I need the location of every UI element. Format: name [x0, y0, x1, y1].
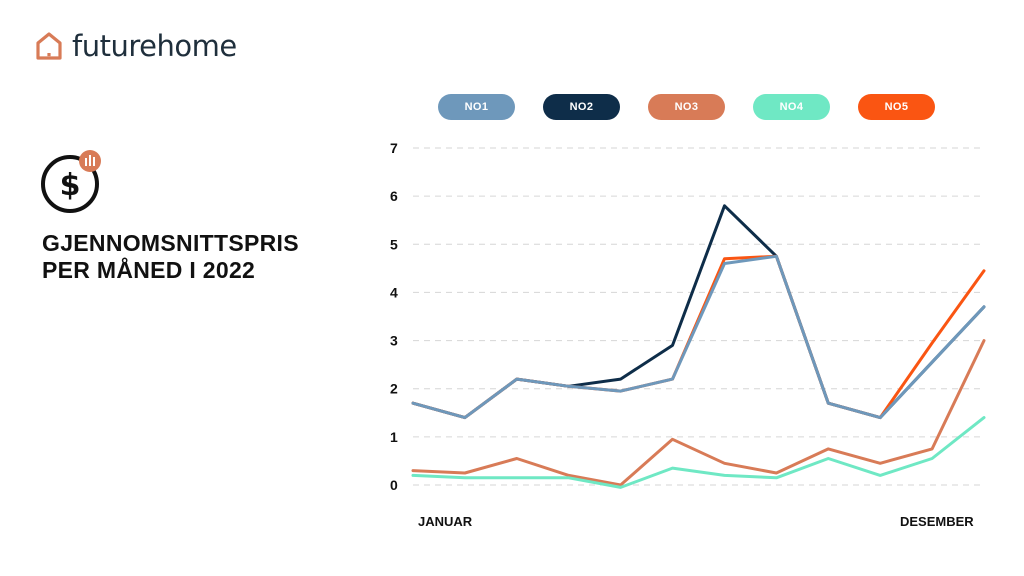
y-tick-label: 2	[390, 381, 398, 397]
x-tick-label-last: DESEMBER	[900, 514, 974, 529]
legend-item-no5: NO5	[858, 94, 935, 120]
y-tick-label: 1	[390, 429, 398, 445]
line-chart: 0 1 2 3 4 5 6 7	[390, 140, 986, 493]
series-line-no1	[411, 254, 986, 420]
legend-item-no2: NO2	[543, 94, 620, 120]
y-tick-label: 4	[390, 284, 398, 300]
series-line-no4	[411, 416, 986, 489]
y-tick-label: 5	[390, 236, 398, 252]
legend-item-no1: NO1	[438, 94, 515, 120]
dollar-price-icon: $	[41, 150, 101, 213]
svg-text:$: $	[60, 168, 81, 203]
y-tick-label: 0	[390, 477, 398, 493]
brand-logo: futurehome	[34, 30, 237, 62]
title-line-2: PER MÅNED I 2022	[42, 257, 256, 283]
y-tick-label: 6	[390, 188, 398, 204]
y-tick-label: 3	[390, 333, 398, 349]
x-tick-label-first: JANUAR	[418, 514, 473, 529]
legend-item-no3: NO3	[648, 94, 725, 120]
page-title: GJENNOMSNITTSPRIS PER MÅNED I 2022	[42, 230, 299, 284]
y-tick-label: 7	[390, 140, 398, 156]
series-line-no3	[411, 339, 986, 487]
legend-item-no4: NO4	[753, 94, 830, 120]
series-line-no2	[411, 204, 986, 420]
title-line-1: GJENNOMSNITTSPRIS	[42, 230, 299, 256]
brand-name: futurehome	[72, 28, 237, 63]
chart-legend: NO1 NO2 NO3 NO4 NO5	[438, 94, 935, 120]
house-logo-icon	[36, 32, 62, 60]
bar-chart-icon	[79, 150, 101, 172]
